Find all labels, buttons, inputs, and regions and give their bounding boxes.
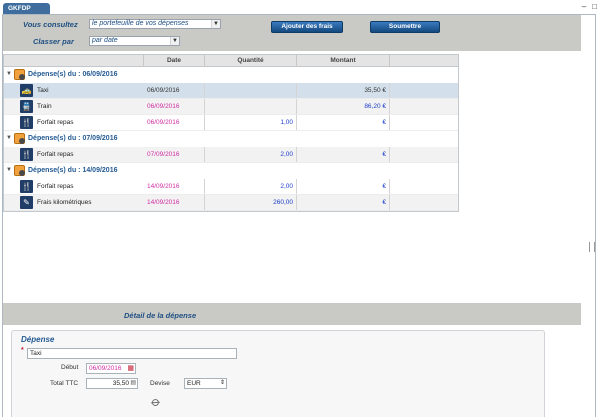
paperclip-icon[interactable]: ⌀ bbox=[148, 393, 165, 410]
train-icon: 🚆 bbox=[20, 100, 33, 113]
group-row[interactable]: ▼ Dépense(s) du : 06/09/2016 bbox=[4, 67, 458, 83]
portefeuille-select-value: le portefeuille de vos dépenses bbox=[92, 20, 189, 27]
resize-handle[interactable] bbox=[589, 242, 595, 252]
collapse-triangle-icon[interactable]: ▼ bbox=[6, 71, 12, 77]
window-tab-title[interactable]: GKFDP bbox=[3, 3, 50, 14]
debut-label: Début bbox=[61, 364, 79, 371]
required-star: * bbox=[21, 347, 24, 354]
row-quantite: 1,00 bbox=[205, 115, 297, 130]
total-ttc-value: 35,50 bbox=[112, 380, 129, 387]
table-row[interactable]: 🚕 Taxi 06/09/2016 35,50 € bbox=[4, 83, 458, 99]
window-controls: – □ bbox=[582, 2, 597, 12]
column-header-montant[interactable]: Montant bbox=[297, 55, 390, 67]
row-montant: € bbox=[297, 115, 390, 130]
ajouter-frais-button[interactable]: Ajouter des frais bbox=[271, 21, 343, 33]
minimize-icon[interactable]: – bbox=[581, 2, 587, 11]
row-quantite: 2,00 bbox=[205, 147, 297, 162]
calendar-icon bbox=[14, 69, 25, 80]
group-label: Dépense(s) du : 07/09/2016 bbox=[28, 135, 118, 142]
row-type: Forfait repas bbox=[37, 151, 74, 158]
classer-par-label: Classer par bbox=[33, 37, 74, 46]
row-type: Forfait repas bbox=[37, 183, 74, 190]
row-montant: € bbox=[297, 147, 390, 162]
calculator-icon[interactable]: ▤ bbox=[130, 380, 136, 386]
classer-par-select-value: par date bbox=[92, 37, 118, 44]
classer-par-select[interactable]: par date ▼ bbox=[89, 36, 180, 46]
taxi-icon: 🚕 bbox=[20, 84, 33, 97]
section-title: Dépense bbox=[21, 335, 55, 344]
window-frame bbox=[2, 14, 596, 417]
detail-header-bar: Détail de la dépense bbox=[3, 303, 581, 325]
row-date: 07/09/2016 bbox=[144, 147, 205, 162]
table-row[interactable]: ✎ Frais kilométriques 14/09/2016 260,00 … bbox=[4, 195, 458, 211]
collapse-triangle-icon[interactable]: ▼ bbox=[6, 167, 12, 173]
column-header-type[interactable] bbox=[4, 55, 144, 67]
row-date: 06/09/2016 bbox=[144, 99, 205, 114]
column-header-quantite[interactable]: Quantité bbox=[205, 55, 297, 67]
table-row[interactable]: 🍴 Forfait repas 07/09/2016 2,00 € bbox=[4, 147, 458, 163]
devise-value: EUR bbox=[187, 380, 201, 387]
row-montant: 86,20 € bbox=[297, 99, 390, 114]
row-type: Taxi bbox=[37, 87, 49, 94]
expense-type-field[interactable]: Taxi bbox=[27, 348, 237, 359]
group-row[interactable]: ▼ Dépense(s) du : 14/09/2016 bbox=[4, 163, 458, 179]
maximize-icon[interactable]: □ bbox=[592, 2, 597, 11]
detail-title: Détail de la dépense bbox=[124, 311, 197, 320]
vous-consultez-label: Vous consultez bbox=[23, 20, 78, 29]
group-label: Dépense(s) du : 14/09/2016 bbox=[28, 167, 118, 174]
portefeuille-select[interactable]: le portefeuille de vos dépenses ▼ bbox=[89, 19, 221, 29]
devise-select[interactable]: EUR ⇕ bbox=[184, 378, 227, 389]
pen-icon: ✎ bbox=[20, 196, 33, 209]
cutlery-icon: 🍴 bbox=[20, 116, 33, 129]
calendar-picker-icon[interactable]: ▦ bbox=[127, 365, 134, 372]
row-quantite: 2,00 bbox=[205, 179, 297, 194]
row-quantite bbox=[205, 83, 297, 98]
column-header-date[interactable]: Date bbox=[144, 55, 205, 67]
chevron-down-icon[interactable]: ▼ bbox=[211, 20, 220, 28]
row-type: Frais kilométriques bbox=[37, 199, 92, 206]
calendar-icon bbox=[14, 133, 25, 144]
group-label: Dépense(s) du : 06/09/2016 bbox=[28, 71, 118, 78]
row-type: Forfait repas bbox=[37, 119, 74, 126]
devise-label: Devise bbox=[150, 380, 170, 387]
row-date: 14/09/2016 bbox=[144, 179, 205, 194]
soumettre-button[interactable]: Soumettre bbox=[370, 21, 440, 33]
row-date: 06/09/2016 bbox=[144, 83, 205, 98]
cutlery-icon: 🍴 bbox=[20, 148, 33, 161]
row-montant: € bbox=[297, 195, 390, 210]
row-type: Train bbox=[37, 103, 52, 110]
grid-header: Date Quantité Montant bbox=[4, 55, 458, 67]
calendar-icon bbox=[14, 165, 25, 176]
group-row[interactable]: ▼ Dépense(s) du : 07/09/2016 bbox=[4, 131, 458, 147]
row-quantite bbox=[205, 99, 297, 114]
debut-date-field[interactable]: 06/09/2016 ▦ bbox=[86, 363, 136, 374]
expenses-grid: Date Quantité Montant ▼ Dépense(s) du : … bbox=[3, 54, 459, 212]
expense-detail-panel: Dépense * Taxi Début 06/09/2016 ▦ Total … bbox=[11, 330, 545, 417]
chevron-down-icon[interactable]: ▼ bbox=[170, 37, 179, 45]
total-ttc-label: Total TTC bbox=[50, 380, 79, 387]
total-ttc-field[interactable]: 35,50 ▤ bbox=[86, 378, 138, 389]
row-montant: € bbox=[297, 179, 390, 194]
spin-arrows-icon[interactable]: ⇕ bbox=[219, 380, 225, 386]
table-row[interactable]: 🚆 Train 06/09/2016 86,20 € bbox=[4, 99, 458, 115]
row-date: 06/09/2016 bbox=[144, 115, 205, 130]
table-row[interactable]: 🍴 Forfait repas 06/09/2016 1,00 € bbox=[4, 115, 458, 131]
cutlery-icon: 🍴 bbox=[20, 180, 33, 193]
debut-date-value: 06/09/2016 bbox=[89, 365, 122, 372]
collapse-triangle-icon[interactable]: ▼ bbox=[6, 135, 12, 141]
row-date: 14/09/2016 bbox=[144, 195, 205, 210]
toolbar: Vous consultez le portefeuille de vos dé… bbox=[3, 15, 581, 51]
column-header-extra bbox=[390, 55, 458, 67]
row-montant: 35,50 € bbox=[297, 83, 390, 98]
table-row[interactable]: 🍴 Forfait repas 14/09/2016 2,00 € bbox=[4, 179, 458, 195]
row-quantite: 260,00 bbox=[205, 195, 297, 210]
